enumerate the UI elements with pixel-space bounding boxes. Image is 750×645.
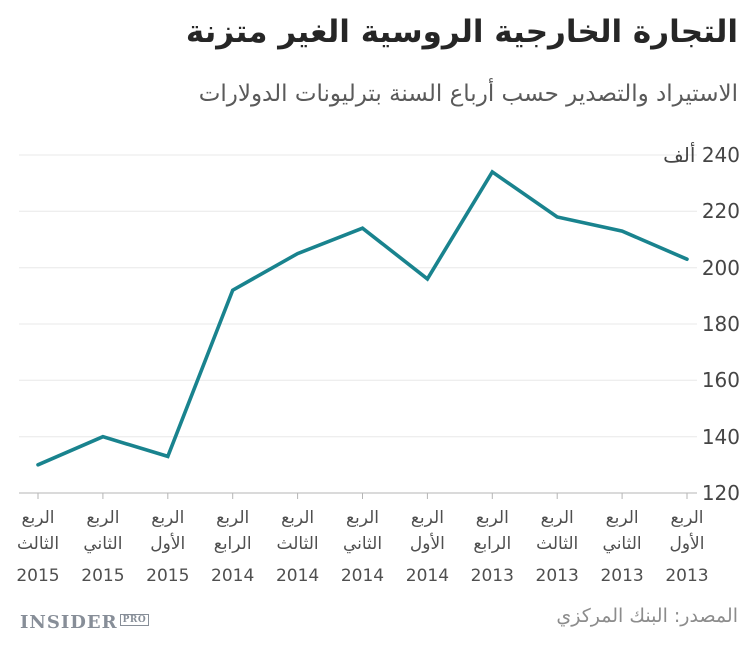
y-axis-label: 140	[701, 424, 740, 449]
chart-subtitle: الاستيراد والتصدير حسب أرباع السنة بترلي…	[198, 81, 738, 107]
source-note: المصدر: البنك المركزي	[556, 605, 738, 627]
x-axis-label-year: 2014	[405, 566, 450, 586]
x-axis-label-year: 2014	[211, 566, 255, 586]
x-axis-label-year: 2014	[340, 566, 385, 586]
x-axis-label-line: الربع	[21, 508, 55, 528]
x-axis-label-year: 2014	[275, 566, 320, 586]
y-axis-label: 200	[701, 255, 740, 280]
x-axis-label-line: الربع	[216, 508, 250, 528]
x-axis-label-line: الربع	[345, 508, 380, 528]
x-axis-label-line: الربع	[475, 508, 509, 528]
x-axis-label: الربع الأول 2014	[387, 505, 467, 587]
x-axis-label-line: الأول	[409, 534, 445, 554]
logo-pro-badge: PRO	[119, 614, 150, 626]
trend-line	[36, 169, 689, 467]
x-axis-label-line: الرابع	[473, 534, 512, 554]
logo-text: INSIDER	[20, 612, 118, 633]
x-axis-label-year: 2015	[146, 566, 190, 586]
x-axis-label-line: الربع	[410, 508, 444, 528]
x-axis-label: الربع الثاني 2013	[582, 505, 662, 587]
chart-plot	[19, 154, 697, 499]
x-axis-label-year: 2013	[665, 566, 709, 586]
x-axis-label-line: الربع	[605, 508, 639, 528]
insider-pro-logo: INSIDER PRO	[20, 612, 150, 633]
x-axis-label-line: الثالث	[536, 534, 579, 554]
x-axis-label-line: الثاني	[83, 534, 123, 554]
y-axis-label: 220	[701, 199, 740, 224]
x-axis-label: الربع الثالث 2014	[258, 505, 338, 587]
x-axis-label: الربع الثاني 2014	[323, 505, 403, 587]
x-axis-label-line: الربع	[86, 508, 120, 528]
x-axis-label-line: الربع	[281, 508, 315, 528]
x-axis-label-line: الأول	[150, 534, 186, 554]
x-axis-label-line: الثالث	[276, 534, 319, 554]
x-axis-label-year: 2013	[600, 566, 644, 586]
chart-title: التجارة الخارجية الروسية الغير متزنة	[185, 14, 738, 50]
x-axis-label-year: 2013	[535, 566, 579, 586]
x-axis-label-year: 2013	[470, 566, 514, 586]
y-axis-label: 160	[701, 368, 740, 393]
x-axis-label-line: الرابع	[213, 534, 252, 554]
x-axis-label-line: الأول	[669, 534, 705, 554]
x-axis-label: الربع الأول 2013	[647, 505, 727, 587]
x-axis-label-line: الثاني	[602, 534, 642, 554]
x-axis-label: الربع الثالث 2015	[0, 505, 78, 587]
y-axis-label: 180	[701, 312, 740, 336]
x-axis-label-year: 2015	[81, 566, 125, 586]
x-axis-label-line: الثاني	[342, 534, 383, 554]
x-axis-label: الربع الأول 2015	[128, 505, 208, 587]
x-axis-label-year: 2015	[16, 566, 60, 586]
x-axis-label-line: الثالث	[16, 534, 60, 554]
y-axis-label: 240 ألف	[663, 143, 740, 167]
x-axis-label-line: الربع	[670, 508, 704, 528]
x-axis-label: الربع الثاني 2015	[63, 505, 143, 587]
x-axis-label: الربع الرابع 2013	[452, 505, 532, 587]
x-axis-label-line: الربع	[151, 508, 185, 528]
x-axis-label: الربع الرابع 2014	[193, 505, 273, 587]
x-axis-label: الربع الثالث 2013	[517, 505, 597, 587]
x-axis-label-line: الربع	[540, 508, 574, 528]
y-axis-label: 120	[701, 481, 740, 505]
